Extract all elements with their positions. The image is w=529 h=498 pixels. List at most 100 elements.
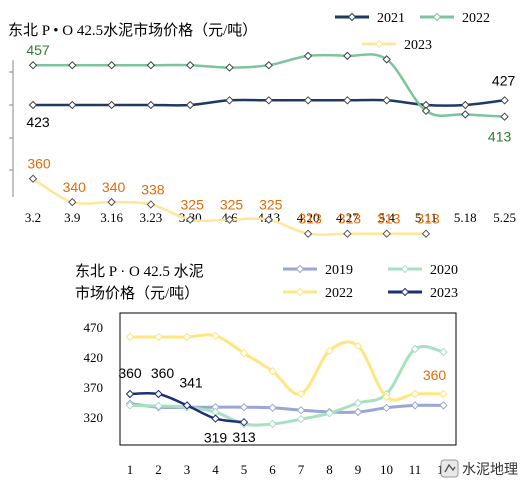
point-2019-11 xyxy=(439,401,448,410)
data-label-2023-3: 319 xyxy=(204,430,228,446)
point-2023-6 xyxy=(264,215,274,224)
data-label-2021-last: 427 xyxy=(492,72,516,88)
point-2020-7 xyxy=(325,408,334,418)
y-tick-label-470: 470 xyxy=(84,320,104,335)
point-2020-0 xyxy=(125,401,135,410)
legend-label-2021: 2021 xyxy=(377,11,405,26)
data-label-2023-2: 341 xyxy=(179,374,203,390)
point-2021-3 xyxy=(146,100,156,110)
point-2021-7 xyxy=(303,96,313,105)
point-2022-5 xyxy=(225,63,234,72)
data-label-2023-2: 340 xyxy=(102,179,126,195)
point-2019-8 xyxy=(353,407,363,417)
point-2022-9 xyxy=(382,392,391,402)
legend-item-2023: 2023 xyxy=(388,286,458,301)
legend-marker-2023 xyxy=(400,287,410,297)
point-2023-8 xyxy=(343,229,352,238)
point-2021-12 xyxy=(500,96,509,105)
legend-item-2022: 2022 xyxy=(283,286,353,301)
point-2022-2 xyxy=(182,332,192,342)
point-2022-3 xyxy=(211,331,220,341)
point-2022-0 xyxy=(28,61,38,70)
point-2023-1 xyxy=(68,197,77,207)
point-2023-10 xyxy=(421,229,431,238)
point-2021-4 xyxy=(185,100,195,110)
legend-marker-2022 xyxy=(295,287,305,297)
point-2020-11 xyxy=(439,347,448,357)
chart-title: 东北 P • O 42.5水泥市场价格（元/吨） xyxy=(8,22,257,39)
legend-item-2021: 2021 xyxy=(335,11,405,26)
x-tick-label-4.27: 4.27 xyxy=(336,210,359,225)
plot-frame xyxy=(119,312,457,446)
x-tick-label-5.4: 5.4 xyxy=(379,210,396,225)
data-label-2023-1: 340 xyxy=(63,179,87,195)
legend-item-2023: 2023 xyxy=(362,38,432,53)
y-tick-label-320: 320 xyxy=(84,410,104,425)
y-tick-label-370: 370 xyxy=(84,380,104,395)
data-label-2022-first: 457 xyxy=(26,42,50,58)
point-2021-5 xyxy=(225,96,234,105)
x-tick-label-5.11: 5.11 xyxy=(415,210,437,225)
x-tick-label-10: 10 xyxy=(380,462,393,477)
watermark-icon-glyph xyxy=(444,463,456,473)
point-2022-11 xyxy=(461,110,470,119)
point-2023-2 xyxy=(182,401,192,410)
point-2021-6 xyxy=(264,96,274,105)
legend-marker-2023 xyxy=(374,39,384,49)
legend-label-2022: 2022 xyxy=(462,11,490,26)
legend-marker-2022 xyxy=(432,12,442,22)
point-2023-0 xyxy=(125,389,135,399)
point-2023-3 xyxy=(211,414,220,423)
point-2020-5 xyxy=(268,419,277,429)
point-2021-11 xyxy=(461,100,470,110)
point-2023-5 xyxy=(225,215,234,224)
point-2022-5 xyxy=(268,366,277,376)
data-label-2023-0: 360 xyxy=(118,365,142,381)
series-line-2022 xyxy=(129,333,444,402)
point-2019-6 xyxy=(296,405,306,415)
data-label-2022-last: 360 xyxy=(423,367,447,383)
x-tick-label-4: 4 xyxy=(212,462,219,477)
legend-label-2023: 2023 xyxy=(404,38,432,53)
point-2022-10 xyxy=(421,106,431,116)
point-2021-8 xyxy=(343,96,352,105)
legend-item-2019: 2019 xyxy=(283,263,353,278)
data-label-2023-4: 325 xyxy=(181,197,205,213)
point-2021-1 xyxy=(68,100,77,110)
point-2022-12 xyxy=(500,112,509,121)
point-2022-1 xyxy=(154,332,163,342)
point-2019-5 xyxy=(268,403,277,413)
point-2023-0 xyxy=(28,174,38,183)
x-tick-label-3: 3 xyxy=(184,462,191,477)
x-tick-label-6: 6 xyxy=(269,462,276,477)
x-tick-label-3.23: 3.23 xyxy=(140,210,163,225)
point-2023-3 xyxy=(146,200,156,209)
point-2022-8 xyxy=(343,51,352,61)
chart-title-line-1: 东北 P · O 42.5 水泥 xyxy=(75,263,204,280)
point-2020-10 xyxy=(410,344,420,354)
data-label-2021-first: 423 xyxy=(26,114,50,130)
x-tick-label-1: 1 xyxy=(127,462,134,477)
point-2022-6 xyxy=(264,61,274,70)
x-tick-label-7: 7 xyxy=(298,462,305,477)
legend-item-2022: 2022 xyxy=(420,11,490,26)
chart-title-line-2: 市场价格（元/吨） xyxy=(75,285,199,302)
x-tick-label-3.2: 3.2 xyxy=(25,210,41,225)
point-2022-6 xyxy=(296,389,306,399)
watermark: 水泥地理 xyxy=(440,459,518,478)
legend-item-2020: 2020 xyxy=(388,263,458,278)
point-2023-9 xyxy=(382,229,391,238)
watermark-text: 水泥地理 xyxy=(462,461,518,477)
point-2023-7 xyxy=(303,229,313,238)
point-2020-8 xyxy=(353,398,363,408)
legend-marker-2019 xyxy=(295,264,305,274)
x-tick-label-3.16: 3.16 xyxy=(100,210,123,225)
x-tick-label-11: 11 xyxy=(409,462,422,477)
point-2023-2 xyxy=(107,197,116,207)
data-label-2023-9: 313 xyxy=(377,211,401,227)
point-2021-9 xyxy=(382,96,391,105)
point-2022-3 xyxy=(146,61,156,70)
point-2023-1 xyxy=(154,389,163,399)
x-tick-label-5.25: 5.25 xyxy=(493,210,516,225)
point-2022-4 xyxy=(239,348,249,358)
